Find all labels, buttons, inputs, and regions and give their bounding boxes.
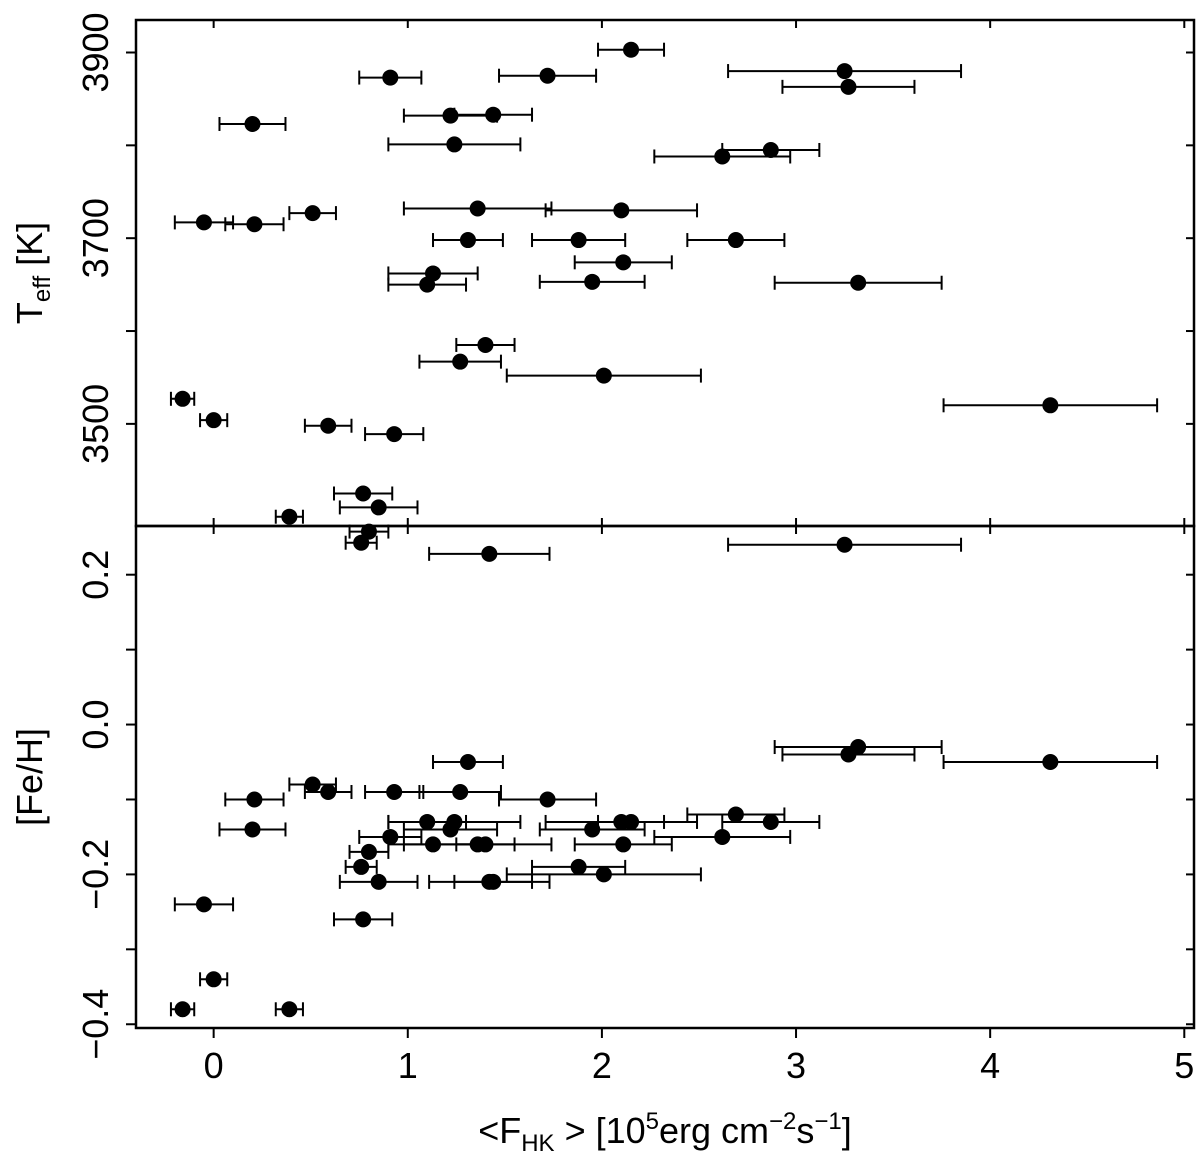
feh-data-point <box>727 806 744 823</box>
x-tick-label: 2 <box>592 1045 612 1086</box>
x-tick-label: 4 <box>980 1045 1000 1086</box>
feh-data-point <box>205 971 222 988</box>
feh-data-point <box>485 873 502 890</box>
feh-data-point <box>355 911 372 928</box>
feh-data-point <box>477 836 494 853</box>
teff-data-point <box>174 390 191 407</box>
feh-data-point <box>442 821 459 838</box>
y-tick-label: 3700 <box>75 198 116 278</box>
teff-data-point <box>584 273 601 290</box>
y-tick-label: −0.4 <box>75 989 116 1060</box>
teff-data-point <box>382 69 399 86</box>
teff-data-point <box>205 412 222 429</box>
bottom-panel-frame <box>134 524 1196 1030</box>
teff-data-point <box>386 426 403 443</box>
teff-data-point <box>762 141 779 158</box>
teff-data-point <box>836 63 853 80</box>
feh-data-point <box>320 783 337 800</box>
teff-data-point <box>850 274 867 291</box>
feh-data-point <box>570 858 587 875</box>
teff-data-point <box>481 545 498 562</box>
x-tick-label: 5 <box>1174 1045 1194 1086</box>
x-axis-label: <FHK > [105erg cm−2s−1] <box>478 1108 852 1157</box>
bottom-y-axis-label: [Fe/H] <box>9 728 50 826</box>
feh-data-point <box>304 776 321 793</box>
teff-data-point <box>446 136 463 153</box>
teff-data-point <box>459 232 476 249</box>
feh-data-point <box>836 536 853 553</box>
teff-data-point <box>419 276 436 293</box>
feh-data-point <box>539 791 556 808</box>
feh-data-point <box>195 896 212 913</box>
teff-data-point <box>714 148 731 165</box>
teff-data-point <box>539 67 556 84</box>
feh-data-point <box>386 783 403 800</box>
top-panel-frame <box>134 18 1196 528</box>
feh-data-point <box>360 843 377 860</box>
teff-data-point <box>244 115 261 132</box>
teff-data-point <box>360 523 377 540</box>
feh-data-point <box>840 746 857 763</box>
teff-data-point <box>452 353 469 370</box>
y-tick-label: 3500 <box>75 384 116 464</box>
teff-data-point <box>595 367 612 384</box>
teff-data-point <box>727 232 744 249</box>
bottom-panel-feh: 0 1 2 3 4 5 −0.4 −0.2 0.0 0.2 [Fe/H] <box>9 524 1196 1086</box>
feh-data-point <box>382 828 399 845</box>
teff-data-point <box>840 78 857 95</box>
teff-data-point <box>615 254 632 271</box>
feh-data-point <box>615 836 632 853</box>
teff-data-point <box>320 417 337 434</box>
teff-data-point <box>304 205 321 222</box>
feh-data-point <box>584 821 601 838</box>
bottom-panel-points <box>169 536 1159 1018</box>
feh-data-point <box>595 866 612 883</box>
feh-data-point <box>762 813 779 830</box>
feh-data-point <box>244 821 261 838</box>
y-tick-label: 0.2 <box>75 550 116 600</box>
y-tick-label: −0.2 <box>75 839 116 910</box>
feh-data-point <box>353 858 370 875</box>
x-tick-label: 3 <box>786 1045 806 1086</box>
feh-data-point <box>1042 754 1059 771</box>
feh-data-point <box>246 791 263 808</box>
teff-data-point <box>485 106 502 123</box>
top-y-axis-label: Teff [K] <box>9 222 56 324</box>
teff-data-point <box>246 216 263 233</box>
y-tick-label: 0.0 <box>75 700 116 750</box>
teff-data-point <box>477 336 494 353</box>
teff-data-point <box>469 200 486 217</box>
teff-data-point <box>355 485 372 502</box>
teff-data-point <box>570 232 587 249</box>
feh-data-point <box>452 783 469 800</box>
top-panel-points <box>169 41 1159 562</box>
x-tick-label: 0 <box>204 1045 224 1086</box>
teff-data-point <box>281 508 298 525</box>
feh-data-point <box>459 754 476 771</box>
teff-data-point <box>613 202 630 219</box>
feh-data-point <box>623 813 640 830</box>
top-panel-ticks: 3500 3700 3900 <box>75 12 1194 526</box>
teff-data-point <box>195 214 212 231</box>
teff-data-point <box>370 499 387 516</box>
y-tick-label: 3900 <box>75 12 116 92</box>
feh-data-point <box>281 1001 298 1018</box>
feh-data-point <box>174 1001 191 1018</box>
bottom-panel-ticks: 0 1 2 3 4 5 −0.4 −0.2 0.0 0.2 <box>75 526 1194 1086</box>
feh-data-point <box>370 873 387 890</box>
teff-data-point <box>1042 397 1059 414</box>
top-panel-teff: 3500 3700 3900 Teff [K] <box>9 12 1196 562</box>
x-tick-label: 1 <box>398 1045 418 1086</box>
teff-data-point <box>623 41 640 58</box>
feh-data-point <box>714 828 731 845</box>
teff-data-point <box>353 534 370 551</box>
